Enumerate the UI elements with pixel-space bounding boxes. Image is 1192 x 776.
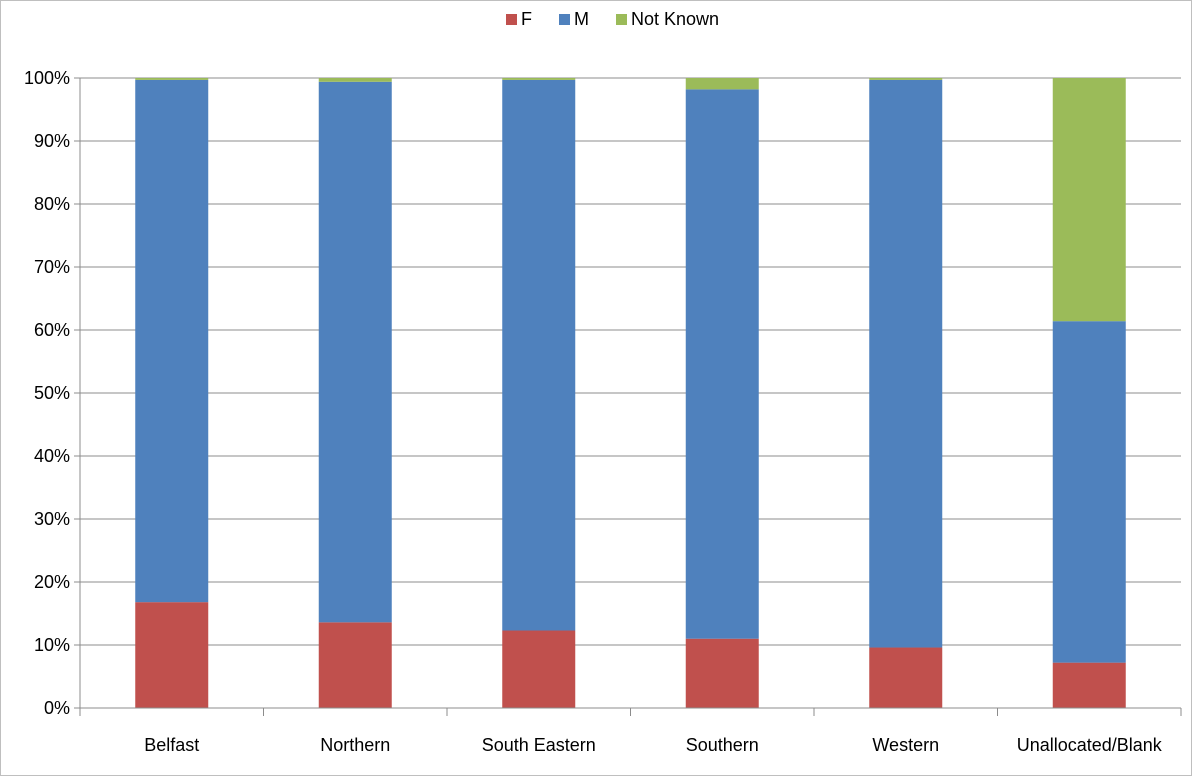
legend: F M Not Known (506, 9, 719, 29)
x-category-label: South Eastern (482, 735, 596, 755)
bar-not-known-northern (318, 78, 392, 82)
legend-label: F (521, 9, 532, 29)
y-tick-label: 90% (34, 131, 70, 151)
bar-m-northern (318, 81, 392, 623)
x-category-label: Belfast (144, 735, 199, 755)
bar-f-belfast (135, 602, 209, 708)
x-category-label: Southern (686, 735, 759, 755)
bar-not-known-belfast (135, 78, 209, 80)
y-tick-label: 80% (34, 194, 70, 214)
y-tick-label: 50% (34, 383, 70, 403)
x-category-label: Northern (320, 735, 390, 755)
y-tick-label: 30% (34, 509, 70, 529)
bar-m-western (869, 79, 943, 648)
bar-f-western (869, 647, 943, 708)
bar-not-known-south-eastern (502, 78, 576, 80)
bar-f-south-eastern (502, 630, 576, 708)
legend-label: M (574, 9, 589, 29)
bar-f-unallocated-blank (1052, 662, 1126, 708)
legend-swatch (616, 14, 627, 25)
legend-swatch (506, 14, 517, 25)
y-tick-label: 100% (24, 68, 70, 88)
bar-not-known-unallocated-blank (1052, 78, 1126, 322)
x-axis: Belfast Northern South Eastern Southern West… (79, 707, 1182, 755)
legend-item-m: M (559, 9, 589, 29)
y-tick-label: 0% (44, 698, 70, 718)
legend-item-not-known: Not Known (616, 9, 719, 29)
gridlines (80, 77, 1181, 646)
bar-not-known-western (869, 78, 943, 80)
bar-f-southern (685, 638, 759, 708)
bar-m-southern (685, 89, 759, 639)
y-axis: 0% 10% 20% 30% 40% 50% 60% 70% 80% 90% 100% (24, 68, 81, 718)
bar-m-south-eastern (502, 79, 576, 631)
bar-not-known-southern (685, 78, 759, 90)
x-category-label: Western (872, 735, 939, 755)
legend-swatch (559, 14, 570, 25)
legend-item-f: F (506, 9, 532, 29)
bar-m-unallocated-blank (1052, 321, 1126, 663)
bars (135, 78, 1126, 708)
bar-m-belfast (135, 79, 209, 603)
y-tick-label: 40% (34, 446, 70, 466)
legend-label: Not Known (631, 9, 719, 29)
y-tick-label: 60% (34, 320, 70, 340)
x-category-label: Unallocated/Blank (1017, 735, 1163, 755)
y-tick-label: 20% (34, 572, 70, 592)
bar-f-northern (318, 622, 392, 708)
y-tick-label: 10% (34, 635, 70, 655)
y-tick-label: 70% (34, 257, 70, 277)
